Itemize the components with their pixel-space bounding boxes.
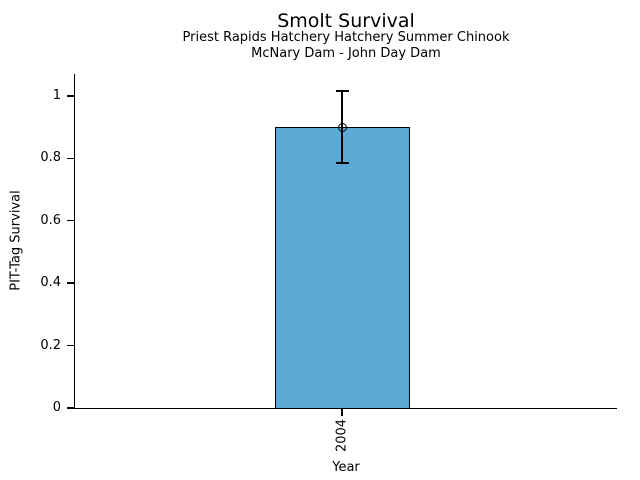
y-tick-mark: [67, 95, 75, 97]
chart-subtitle-line2: McNary Dam - John Day Dam: [251, 46, 441, 61]
y-tick-label: 0.6: [40, 212, 61, 228]
y-axis-line: [73, 74, 75, 410]
x-tick-mark: [341, 408, 343, 416]
x-axis-line: [67, 408, 617, 410]
chart-title: Smolt Survival: [277, 10, 415, 32]
y-tick-label: 0.8: [40, 150, 61, 166]
y-tick-mark: [67, 344, 75, 347]
y-tick-mark: [67, 407, 75, 409]
errorbar-cap-bottom: [335, 162, 349, 164]
y-tick-label: 0.2: [40, 337, 61, 353]
bar-2004: [274, 127, 410, 410]
y-tick-mark: [67, 282, 75, 284]
y-tick-label: 0: [52, 400, 61, 415]
y-tick-mark: [67, 157, 75, 159]
y-tick-label: 1: [52, 87, 61, 103]
x-axis-title: Year: [332, 460, 360, 475]
errorbar-cap-top: [335, 90, 349, 92]
point-marker-icon: [337, 122, 347, 132]
y-tick-mark: [67, 220, 75, 222]
chart-subtitle-line1: Priest Rapids Hatchery Hatchery Summer C…: [182, 30, 510, 45]
y-tick-label: 0.4: [40, 275, 61, 291]
